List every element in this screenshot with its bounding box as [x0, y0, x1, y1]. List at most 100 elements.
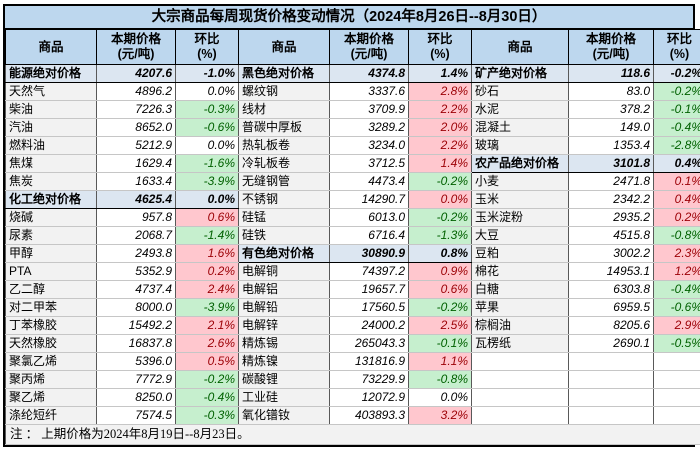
pct-cell: -3.9%	[175, 172, 239, 191]
pct-cell: -0.3%	[175, 100, 239, 119]
pct-cell: 0.6%	[408, 280, 472, 299]
pct-cell: 0.4%	[653, 190, 700, 209]
price-cell: 118.6	[568, 64, 654, 83]
commodity-cell: 精炼锡	[238, 334, 330, 353]
pct-cell: 0.8%	[408, 244, 472, 263]
price-cell: 957.8	[96, 208, 176, 227]
pct-cell	[653, 406, 700, 425]
price-cell: 2690.1	[568, 334, 654, 353]
commodity-cell: 冷轧板卷	[238, 154, 330, 173]
price-cell: 3101.8	[568, 154, 654, 173]
pct-cell: -0.6%	[653, 298, 700, 317]
commodity-cell: 水泥	[471, 100, 569, 119]
table-row: 乙二醇 4737.4 2.4% 电解铝 19657.7 0.6% 白糖 6303.8 -0.4%	[5, 280, 700, 299]
pct-cell: -0.4%	[653, 280, 700, 299]
commodity-cell: 柴油	[5, 100, 97, 119]
pct-cell: 2.8%	[408, 82, 472, 101]
table-row: PTA 5352.9 0.2% 电解铜 74397.2 0.9% 棉花 14953.1 1.2%	[5, 262, 700, 281]
price-cell	[568, 388, 654, 407]
commodity-cell: 聚丙烯	[5, 370, 97, 389]
price-cell: 3234.0	[329, 136, 409, 155]
price-cell: 5212.9	[96, 136, 176, 155]
table-row: 聚丙烯 7772.9 -0.2% 碳酸锂 73229.9 -0.8%	[5, 370, 700, 389]
table-row: 焦炭 1633.4 -3.9% 无缝钢管 4473.4 -0.2% 小麦 2471.8 0.1%	[5, 172, 700, 191]
pct-cell: 0.2%	[653, 208, 700, 227]
price-cell: 2471.8	[568, 172, 654, 191]
pct-cell: 0.0%	[408, 190, 472, 209]
header-price-unit: (元/吨)	[592, 47, 630, 61]
pct-cell: 2.4%	[175, 280, 239, 299]
commodity-cell: 焦炭	[5, 172, 97, 191]
commodity-cell: 普碳中厚板	[238, 118, 330, 137]
pct-cell: 1.4%	[408, 154, 472, 173]
pct-cell: 1.4%	[408, 64, 472, 83]
table-row: 柴油 7226.3 -0.3% 线材 3709.9 2.2% 水泥 378.2 -0.1%	[5, 100, 700, 119]
table-body: 能源绝对价格 4207.6 -1.0% 黑色绝对价格 4374.8 1.4% 矿产绝对价格 1…	[5, 64, 700, 425]
commodity-price-table: 商品 本期价格 (元/吨) 环比 (%) 商品 本期价格 (元/吨) 环比 (%…	[5, 29, 700, 445]
pct-cell: 2.1%	[175, 316, 239, 335]
price-cell: 3709.9	[329, 100, 409, 119]
footnote: 注 ： 上期价格为2024年8月19日--8月23日。	[5, 424, 700, 445]
price-cell: 14953.1	[568, 262, 654, 281]
pct-cell: 0.1%	[653, 172, 700, 191]
table-row: 丁苯橡胶 15492.2 2.1% 电解锌 24000.2 2.5% 棕榈油 8205.6 2.…	[5, 316, 700, 335]
commodity-cell: 豆粕	[471, 244, 569, 263]
header-commodity: 商品	[5, 29, 97, 65]
pct-cell: 0.0%	[175, 82, 239, 101]
table-row: 燃料油 5212.9 0.0% 热轧板卷 3234.0 2.2% 玻璃 1353.4 -2.8%	[5, 136, 700, 155]
price-cell: 378.2	[568, 100, 654, 119]
commodity-cell: 矿产绝对价格	[471, 64, 569, 83]
commodity-cell: 乙二醇	[5, 280, 97, 299]
pct-cell: -0.5%	[653, 334, 700, 353]
pct-cell: -0.4%	[175, 388, 239, 407]
commodity-cell: 对二甲苯	[5, 298, 97, 317]
commodity-cell: 电解铝	[238, 280, 330, 299]
price-cell: 3337.6	[329, 82, 409, 101]
price-cell: 8250.0	[96, 388, 176, 407]
price-cell: 403893.3	[329, 406, 409, 425]
price-cell: 17560.5	[329, 298, 409, 317]
commodity-cell: 工业硅	[238, 388, 330, 407]
pct-cell: 2.3%	[653, 244, 700, 263]
commodity-price-sheet: 大宗商品每周现货价格变动情况（2024年8月26日--8月30日） 商品 本期价…	[3, 4, 700, 447]
commodity-cell: 玉米淀粉	[471, 208, 569, 227]
commodity-cell: 线材	[238, 100, 330, 119]
pct-cell: 0.4%	[653, 154, 700, 173]
commodity-cell: 碳酸锂	[238, 370, 330, 389]
price-cell: 15492.2	[96, 316, 176, 335]
commodity-cell: 能源绝对价格	[5, 64, 97, 83]
footnote-row: 注 ： 上期价格为2024年8月19日--8月23日。	[5, 424, 700, 445]
price-cell: 3002.2	[568, 244, 654, 263]
price-cell: 19657.7	[329, 280, 409, 299]
pct-cell: -1.0%	[175, 64, 239, 83]
table-row: 聚氯乙烯 5396.0 0.5% 精炼镍 131816.9 1.1%	[5, 352, 700, 371]
commodity-cell: 螺纹钢	[238, 82, 330, 101]
table-row: 汽油 8652.0 -0.6% 普碳中厚板 3289.2 2.0% 混凝土 149.0 -0.4…	[5, 118, 700, 137]
price-cell: 12072.9	[329, 388, 409, 407]
commodity-cell: 小麦	[471, 172, 569, 191]
price-cell: 1633.4	[96, 172, 176, 191]
commodity-cell: 砂石	[471, 82, 569, 101]
table-row: 焦煤 1629.4 -1.6% 冷轧板卷 3712.5 1.4% 农产品绝对价格 3101.8…	[5, 154, 700, 173]
commodity-cell: 无缝钢管	[238, 172, 330, 191]
pct-cell	[653, 370, 700, 389]
price-cell: 4625.4	[96, 190, 176, 209]
pct-cell: 2.9%	[653, 316, 700, 335]
price-cell: 8205.6	[568, 316, 654, 335]
price-cell: 73229.9	[329, 370, 409, 389]
pct-cell: 0.9%	[408, 262, 472, 281]
commodity-cell: 丁苯橡胶	[5, 316, 97, 335]
table-row: 能源绝对价格 4207.6 -1.0% 黑色绝对价格 4374.8 1.4% 矿产绝对价格 1…	[5, 64, 700, 83]
price-cell: 74397.2	[329, 262, 409, 281]
commodity-cell	[471, 352, 569, 371]
commodity-cell: 苹果	[471, 298, 569, 317]
table-title: 大宗商品每周现货价格变动情况（2024年8月26日--8月30日）	[5, 6, 693, 29]
price-cell: 4374.8	[329, 64, 409, 83]
table-row: 甲醇 2493.8 1.6% 有色绝对价格 30890.9 0.8% 豆粕 3002.2 2.3…	[5, 244, 700, 263]
pct-cell: -0.2%	[653, 64, 700, 83]
table-row: 聚乙烯 8250.0 -0.4% 工业硅 12072.9 0.0%	[5, 388, 700, 407]
header-pct: 环比 (%)	[175, 29, 239, 65]
pct-cell: 0.5%	[175, 352, 239, 371]
price-cell: 1629.4	[96, 154, 176, 173]
header-pct-label: 环比	[427, 32, 453, 46]
